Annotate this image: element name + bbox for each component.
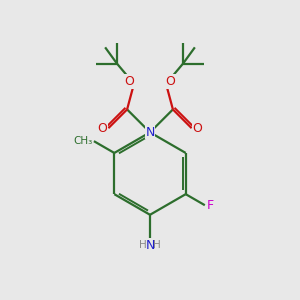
Text: H: H: [154, 240, 161, 250]
Text: O: O: [166, 75, 176, 88]
Text: O: O: [193, 122, 202, 135]
Text: H: H: [139, 240, 146, 250]
Text: CH₃: CH₃: [73, 136, 92, 146]
Text: O: O: [98, 122, 107, 135]
Text: N: N: [145, 238, 155, 252]
Text: F: F: [207, 199, 214, 212]
Text: N: N: [145, 126, 155, 139]
Text: O: O: [124, 75, 134, 88]
